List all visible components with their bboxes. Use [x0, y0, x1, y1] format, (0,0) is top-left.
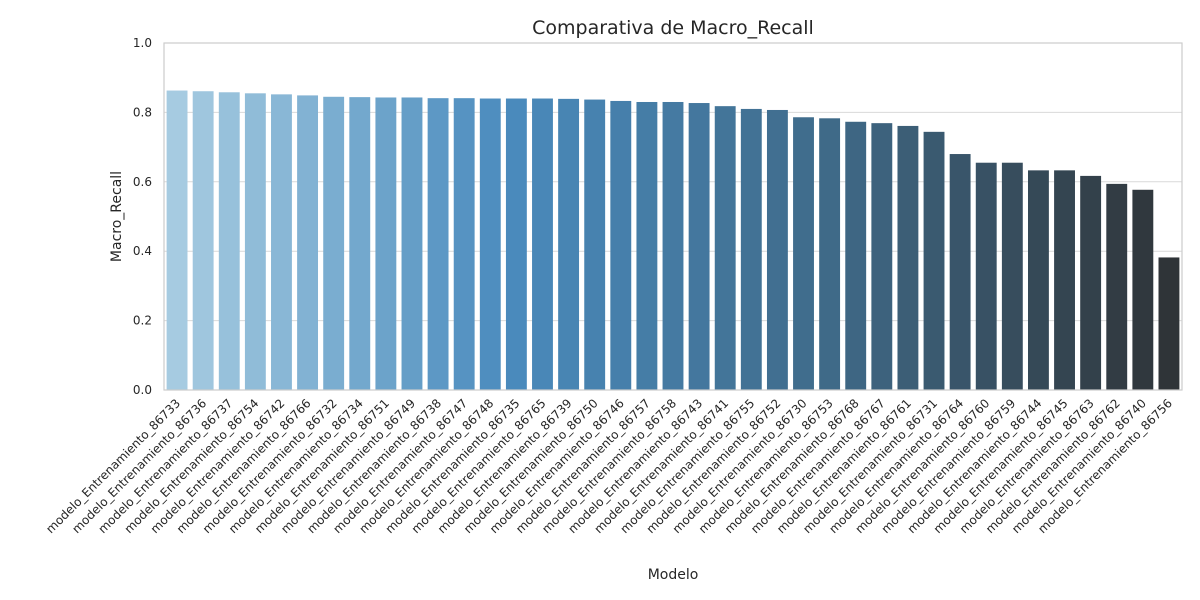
x-axis-ticks: modelo_Entrenamiento_86733modelo_Entrena…: [43, 396, 1175, 536]
bar: [401, 97, 423, 390]
bar: [1054, 170, 1075, 390]
bar: [244, 93, 266, 390]
bar: [505, 98, 527, 391]
bar: [740, 108, 762, 391]
y-tick-label: 0.2: [133, 314, 152, 328]
bar: [636, 101, 658, 391]
plot-frame: [163, 42, 1183, 391]
bar: [871, 123, 893, 391]
bar: [192, 91, 214, 390]
bar: [297, 95, 319, 390]
bars: [166, 90, 1180, 391]
y-tick-label: 1.0: [133, 36, 152, 50]
bar: [479, 98, 501, 391]
bar: [1158, 257, 1180, 390]
bar: [662, 101, 684, 391]
bar: [453, 98, 475, 390]
bar: [166, 90, 188, 390]
bar: [975, 162, 997, 390]
bar: [819, 118, 841, 390]
chart-title: Comparativa de Macro_Recall: [532, 17, 814, 39]
bar: [714, 106, 736, 391]
bar: [218, 92, 240, 391]
bar: [923, 131, 945, 390]
bar: [766, 109, 788, 390]
y-axis-ticks: 0.0 0.2 0.4 0.6 0.8 1.0: [133, 36, 152, 397]
bar: [610, 100, 632, 390]
bar: [897, 125, 919, 391]
bar: [688, 103, 710, 390]
y-axis-label: Macro_Recall: [109, 171, 125, 262]
y-tick-label: 0.0: [133, 383, 152, 397]
bar: [845, 121, 867, 391]
bar: [1106, 183, 1128, 390]
bar: [793, 117, 814, 391]
bar: [323, 96, 345, 390]
y-tick-label: 0.4: [133, 244, 152, 258]
y-tick-label: 0.6: [133, 175, 152, 189]
bar: [1132, 189, 1154, 390]
y-tick-label: 0.8: [133, 105, 152, 119]
bar: [1027, 170, 1049, 390]
bar: [532, 98, 553, 391]
bar: [584, 99, 606, 390]
bar: [949, 154, 971, 390]
bar: [427, 98, 449, 390]
bar: [558, 98, 580, 390]
bar: [349, 97, 371, 390]
bar: [1001, 162, 1023, 390]
bar: [271, 94, 292, 390]
bar: [1080, 175, 1102, 390]
bar: [375, 97, 397, 390]
x-axis-label: Modelo: [648, 567, 699, 583]
